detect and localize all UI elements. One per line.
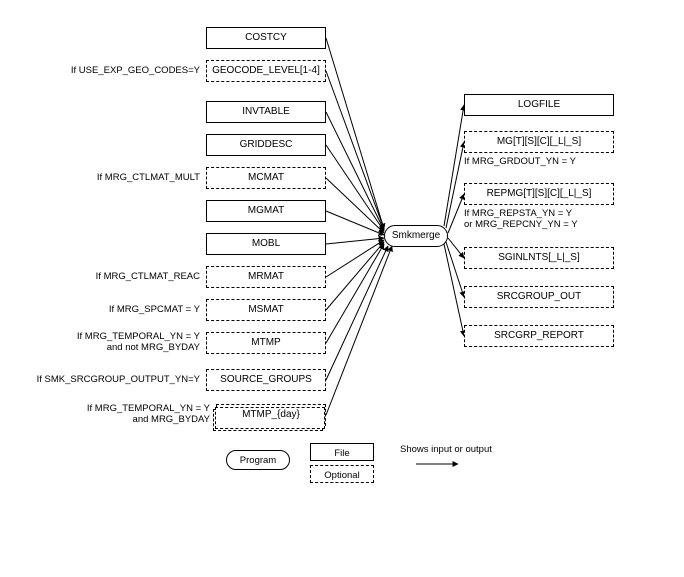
output-sginlnts: SGINLNTS[_L|_S] [464,247,614,269]
program-smkmerge: Smkmerge [384,225,448,247]
input-mtmp: MTMP [206,332,326,354]
legend-optional-box: Optional [310,465,374,483]
cond-geocode: If USE_EXP_GEO_CODES=Y [71,65,200,76]
legend-program-box: Program [226,450,290,470]
output-srcgout-label: SRCGROUP_OUT [497,291,581,302]
input-geocode-label: GEOCODE_LEVEL[1-4] [212,65,320,76]
output-repmg: REPMG[T][S][C][_L|_S] [464,183,614,205]
output-srcgout: SRCGROUP_OUT [464,286,614,308]
legend-file-label: File [334,448,349,459]
input-mtmpday-label: MTMP_{day} [242,409,300,420]
cond-mtmp: If MRG_TEMPORAL_YN = Yand not MRG_BYDAY [77,331,200,354]
cond-msmat: If MRG_SPCMAT = Y [109,304,200,315]
input-mgmat-label: MGMAT [248,205,284,216]
input-mobl: MOBL [206,233,326,255]
input-mcmat: MCMAT [206,167,326,189]
output-mgtsc: MG[T][S][C][_L|_S] [464,131,614,153]
input-mcmat-label: MCMAT [248,172,284,183]
legend-arrow-icon [416,458,466,470]
cond-mgtsc: If MRG_GRDOUT_YN = Y [464,156,576,167]
input-msmat-label: MSMAT [248,304,283,315]
cond-mtmpday: If MRG_TEMPORAL_YN = Yand MRG_BYDAY [87,403,210,426]
legend-program-label: Program [240,455,276,466]
input-mobl-label: MOBL [252,238,280,249]
input-srcgrp-label: SOURCE_GROUPS [220,374,312,385]
cond-mcmat: If MRG_CTLMAT_MULT [97,172,200,183]
cond-mrmat: If MRG_CTLMAT_REAC [96,271,200,282]
input-mtmpday: MTMP_{day} [216,404,326,426]
input-griddesc-label: GRIDDESC [240,139,293,150]
output-srcgrpr: SRCGRP_REPORT [464,325,614,347]
input-mtmp-label: MTMP [251,337,280,348]
output-logfile: LOGFILE [464,94,614,116]
input-mrmat: MRMAT [206,266,326,288]
input-msmat: MSMAT [206,299,326,321]
input-mrmat-label: MRMAT [248,271,284,282]
legend-optional-label: Optional [324,470,359,481]
input-mgmat: MGMAT [206,200,326,222]
input-costcy: COSTCY [206,27,326,49]
input-costcy-label: COSTCY [245,32,287,43]
input-invtable: INVTABLE [206,101,326,123]
input-srcgrp: SOURCE_GROUPS [206,369,326,391]
input-invtable-label: INVTABLE [242,106,290,117]
input-geocode: GEOCODE_LEVEL[1-4] [206,60,326,82]
cond-repmg: If MRG_REPSTA_YN = Yor MRG_REPCNY_YN = Y [464,208,578,231]
legend-arrow-label: Shows input or output [400,444,492,455]
output-sginlnts-label: SGINLNTS[_L|_S] [498,252,580,263]
input-griddesc: GRIDDESC [206,134,326,156]
output-mgtsc-label: MG[T][S][C][_L|_S] [497,136,581,147]
output-repmg-label: REPMG[T][S][C][_L|_S] [487,188,592,199]
program-label: Smkmerge [392,230,440,241]
legend-file-box: File [310,443,374,461]
cond-srcgrp: If SMK_SRCGROUP_OUTPUT_YN=Y [37,374,200,385]
output-logfile-label: LOGFILE [518,99,560,110]
output-srcgrpr-label: SRCGRP_REPORT [494,330,584,341]
